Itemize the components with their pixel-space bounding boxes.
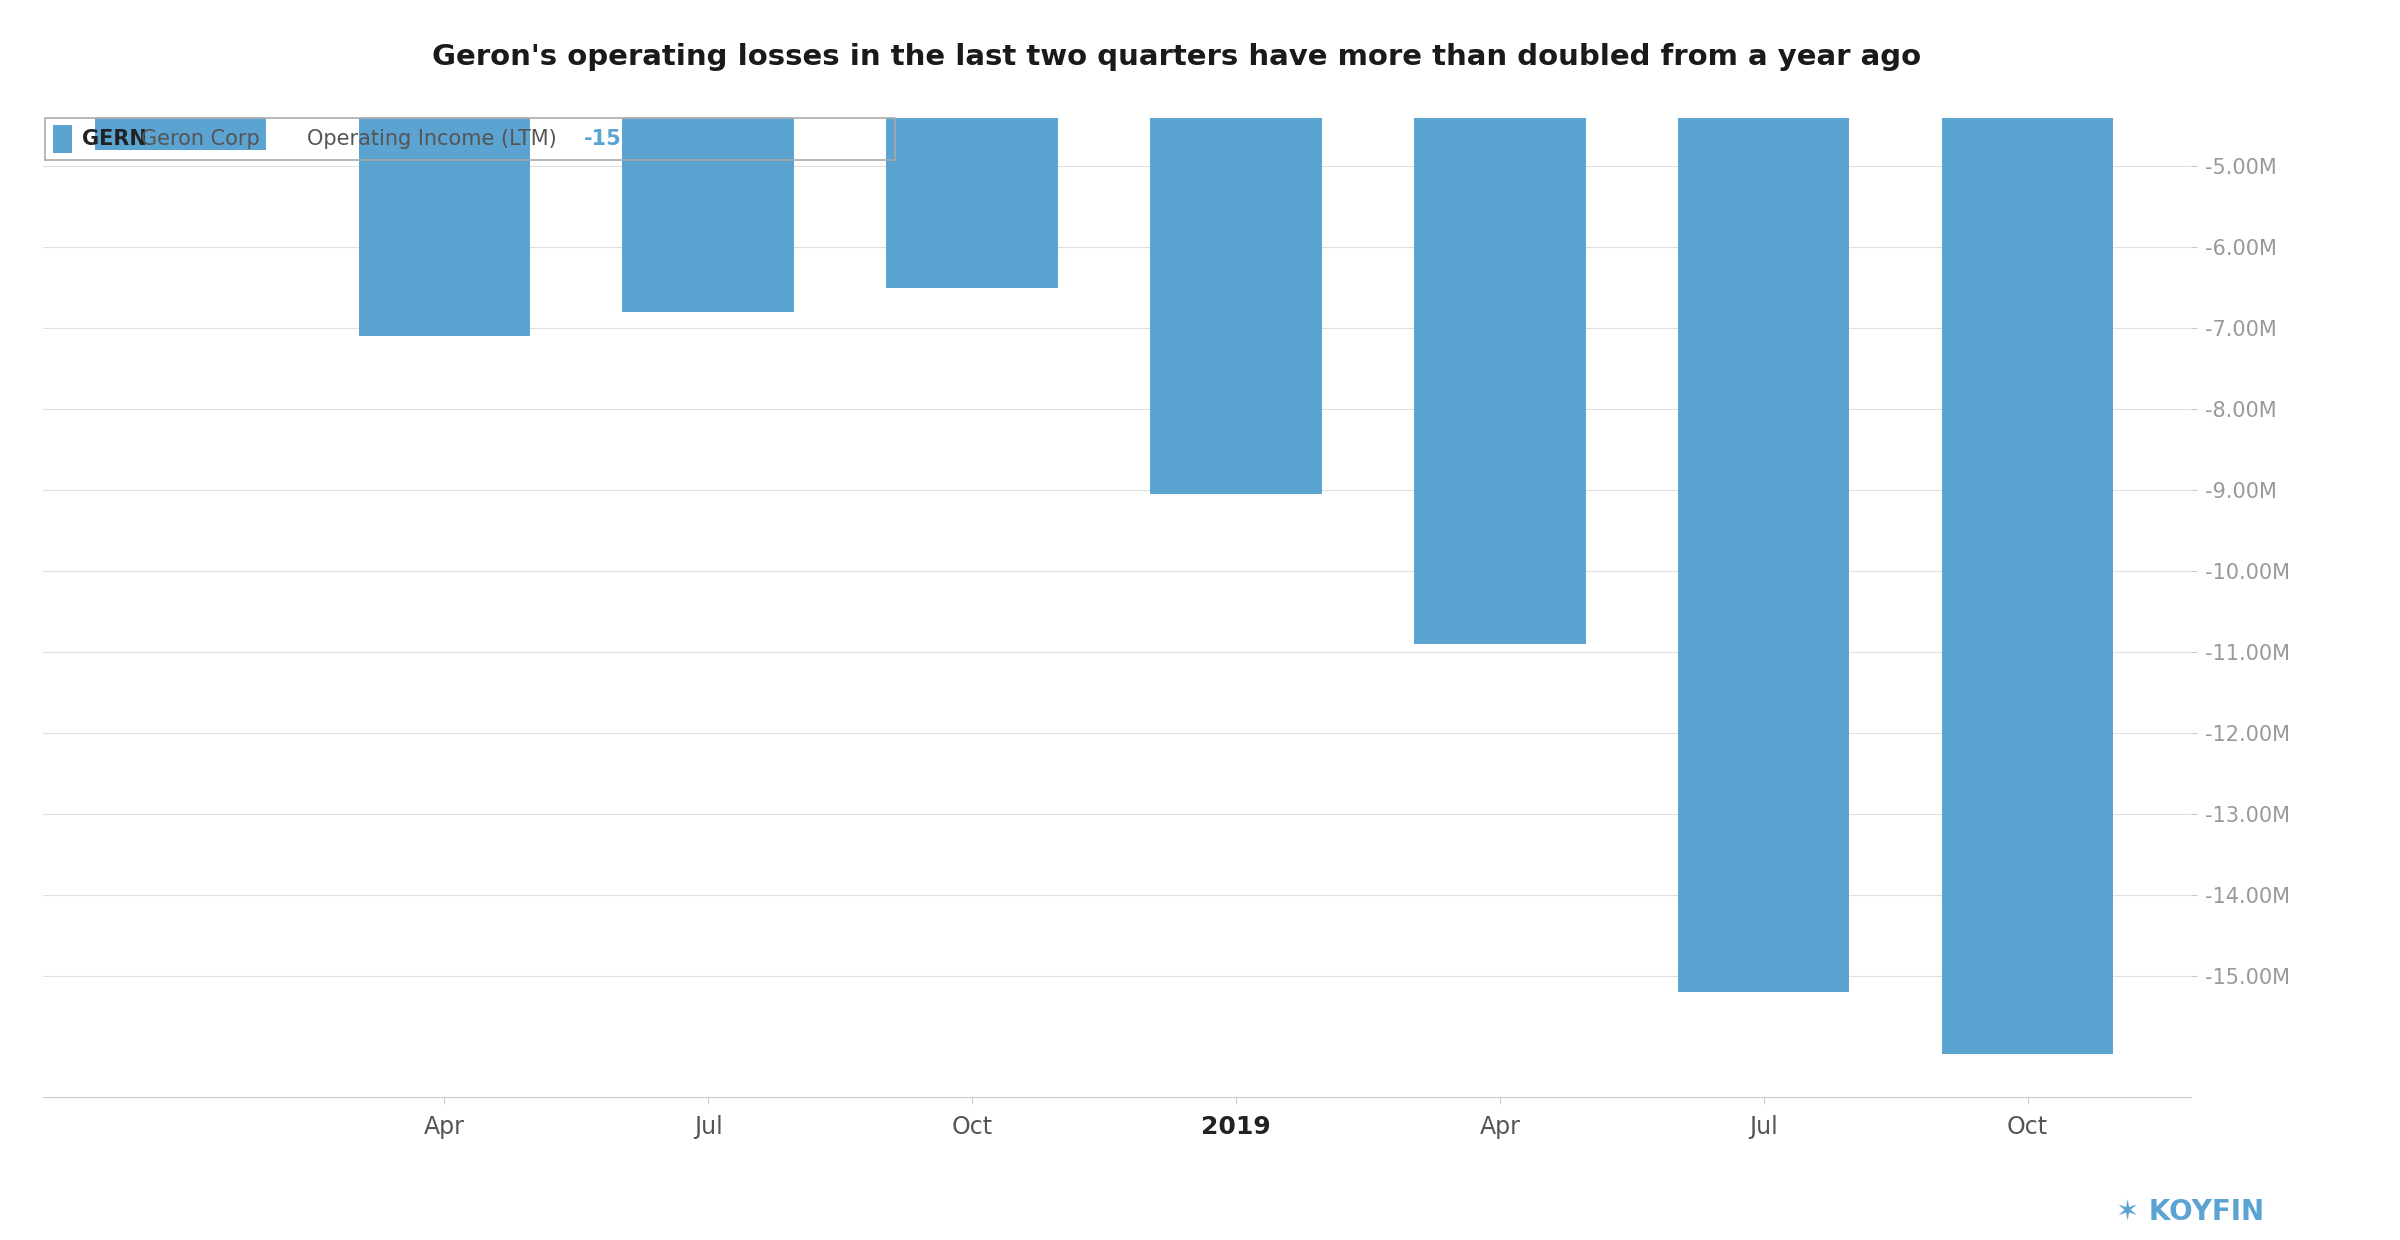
Text: geron: geron <box>14 32 197 87</box>
Bar <box>358 0 530 336</box>
Bar <box>1414 0 1586 644</box>
Text: -15.97M: -15.97M <box>2179 1157 2287 1180</box>
Bar <box>94 0 266 150</box>
Text: ✶ KOYFIN: ✶ KOYFIN <box>2117 1198 2263 1226</box>
Text: Geron's operating losses in the last two quarters have more than doubled from a : Geron's operating losses in the last two… <box>432 43 1922 71</box>
Bar <box>1678 0 1850 992</box>
Bar <box>1150 0 1322 495</box>
Bar <box>622 0 794 312</box>
Text: Operating Income (LTM): Operating Income (LTM) <box>307 129 557 149</box>
Bar <box>1942 0 2114 1054</box>
Text: GERN: GERN <box>82 129 146 149</box>
Text: -15.97M: -15.97M <box>583 129 679 149</box>
Text: OI LTM: OI LTM <box>2189 1117 2278 1141</box>
Text: Geron Corp: Geron Corp <box>142 129 259 149</box>
Bar <box>53 125 72 153</box>
Bar <box>886 0 1058 288</box>
